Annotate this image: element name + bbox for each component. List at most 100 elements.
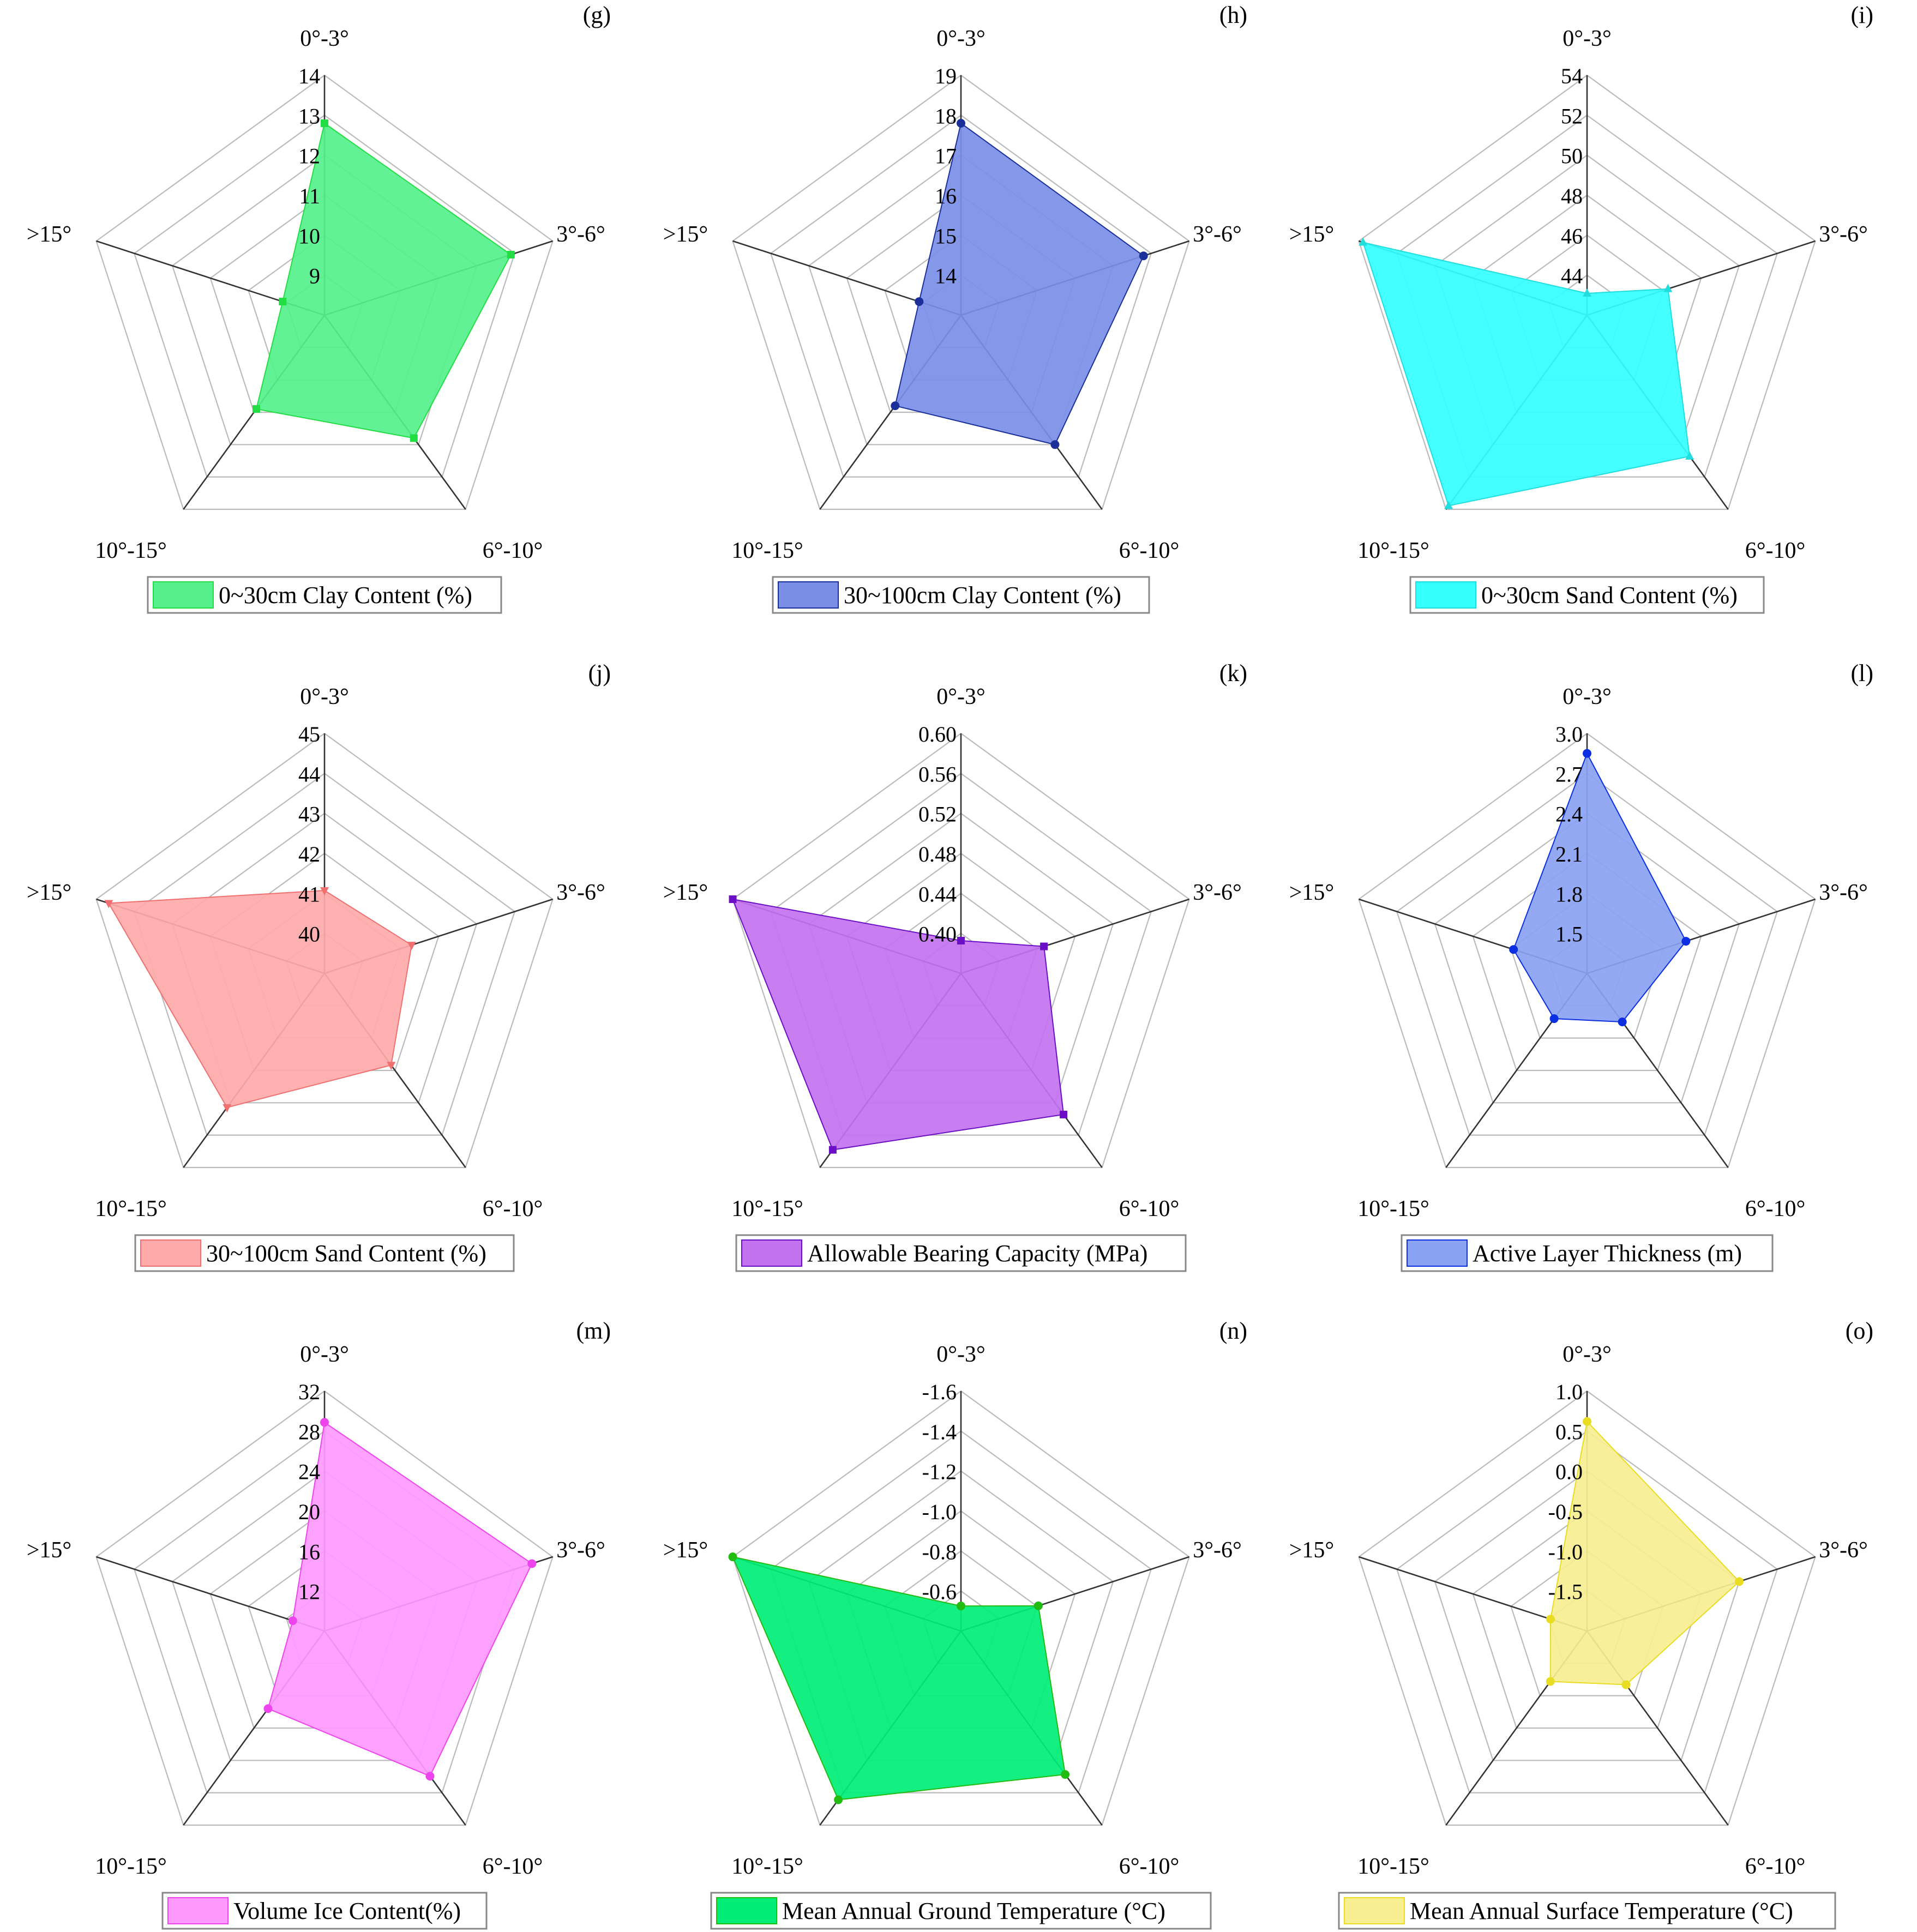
category-label: 6°-10°	[1745, 1854, 1806, 1879]
radial-tick-label: -1.0	[1548, 1539, 1583, 1564]
radar-panel-3: 4446485052540°-3°3°-6°6°-10°10°-15°>15°(…	[1289, 2, 1873, 613]
legend-swatch	[1407, 1240, 1467, 1266]
data-area	[733, 1557, 1066, 1800]
legend-swatch	[168, 1898, 228, 1924]
radial-tick-label: -0.5	[1548, 1500, 1583, 1524]
radial-tick-label: 14	[935, 264, 957, 288]
data-point	[1034, 1602, 1043, 1610]
data-point	[1583, 749, 1591, 758]
legend-label: Active Layer Thickness (m)	[1473, 1240, 1742, 1267]
radial-tick-label: -1.2	[922, 1460, 957, 1484]
legend-label: 30~100cm Clay Content (%)	[844, 582, 1121, 609]
panel-label: (o)	[1846, 1317, 1873, 1344]
radial-tick-label: 52	[1561, 104, 1583, 128]
category-label: 0°-3°	[1563, 684, 1612, 709]
category-label: 10°-15°	[95, 538, 167, 563]
radial-tick-label: 1.8	[1555, 882, 1583, 906]
data-point	[1583, 1417, 1591, 1426]
radial-tick-label: 3.0	[1555, 722, 1583, 747]
category-label: 10°-15°	[1357, 1854, 1429, 1879]
radial-tick-label: 1.5	[1555, 922, 1583, 947]
legend: 0~30cm Sand Content (%)	[1410, 577, 1764, 613]
data-area	[1513, 754, 1686, 1022]
radial-tick-label: 54	[1561, 64, 1583, 88]
legend-swatch	[153, 582, 213, 608]
radial-tick-label: 12	[298, 144, 320, 168]
category-label: >15°	[1289, 222, 1334, 247]
category-label: 0°-3°	[300, 26, 349, 51]
radial-tick-label: 44	[1561, 264, 1583, 288]
category-label: 0°-3°	[300, 684, 349, 709]
data-point	[321, 119, 328, 127]
data-point	[1622, 1680, 1631, 1689]
data-point	[1618, 1018, 1627, 1026]
data-point	[1546, 1677, 1555, 1686]
data-point	[253, 405, 260, 413]
data-point	[320, 1418, 329, 1427]
category-label: >15°	[1289, 1538, 1334, 1563]
radial-tick-label: 9	[309, 264, 320, 288]
data-area	[256, 123, 511, 438]
radial-tick-label: 17	[935, 144, 957, 168]
radar-panel-1: 9 10 11 12 13 14 0°-3° 3°-6° 6°-10° 10°-15° >15° (g…	[27, 2, 611, 613]
radial-tick-label: 44	[298, 762, 320, 786]
panel-label: (j)	[588, 660, 611, 687]
data-point	[264, 1704, 273, 1713]
legend: 30~100cm Sand Content (%)	[135, 1235, 514, 1271]
radial-tick-label: 1.0	[1555, 1380, 1583, 1404]
category-label: >15°	[27, 1538, 71, 1563]
category-label: >15°	[27, 222, 71, 247]
data-area	[1363, 243, 1690, 506]
radial-tick-label: 42	[298, 842, 320, 866]
radial-tick-label: 2.4	[1555, 802, 1583, 827]
radial-tick-label: -0.8	[922, 1539, 957, 1564]
panel-label: (i)	[1850, 2, 1873, 28]
radar-panel-2: 1415161718190°-3°3°-6°6°-10°10°-15°>15°(…	[663, 2, 1247, 613]
data-point	[279, 298, 286, 305]
data-point	[1050, 440, 1059, 449]
legend: Volume Ice Content(%)	[163, 1893, 486, 1929]
category-label: 0°-3°	[1563, 26, 1612, 51]
radar-panel-7: 1216202428320°-3°3°-6°6°-10°10°-15°>15°(…	[27, 1317, 611, 1929]
category-label: 3°-6°	[1193, 222, 1242, 247]
radial-tick-label: 41	[298, 882, 320, 906]
data-area	[733, 899, 1064, 1150]
radar-panel-8: -0.6 -0.8 -1.0 -1.2 -1.4 -1.6 0°-3° 3°-6° 6°-10°…	[663, 1317, 1247, 1929]
category-label: 10°-15°	[1357, 538, 1429, 563]
data-point	[1061, 1770, 1069, 1779]
legend-swatch	[1416, 582, 1476, 608]
legend-swatch	[717, 1898, 777, 1924]
category-label: 6°-10°	[1119, 538, 1180, 563]
radial-tick-label: 13	[298, 104, 320, 128]
radial-tick-label: 10	[298, 224, 320, 248]
category-label: 3°-6°	[1819, 1538, 1868, 1563]
radial-tick-label: 12	[298, 1580, 320, 1604]
radial-tick-label: 0.56	[918, 762, 957, 786]
radial-tick-label: 45	[298, 722, 320, 747]
radial-tick-label: -1.4	[922, 1419, 957, 1444]
category-label: 0°-3°	[300, 1342, 349, 1367]
category-label: 3°-6°	[1193, 880, 1242, 905]
category-label: 6°-10°	[1745, 538, 1806, 563]
category-label: 10°-15°	[1357, 1196, 1429, 1221]
panel-label: (g)	[583, 2, 611, 28]
category-label: >15°	[663, 222, 708, 247]
legend-label: Volume Ice Content(%)	[233, 1898, 461, 1924]
data-point	[957, 1602, 965, 1610]
data-point	[1546, 1615, 1555, 1623]
category-label: 0°-3°	[1563, 1342, 1612, 1367]
legend-label: Allowable Bearing Capacity (MPa)	[807, 1240, 1147, 1267]
data-point	[425, 1772, 434, 1780]
category-label: 3°-6°	[1819, 222, 1868, 247]
radial-tick-label: 15	[935, 224, 957, 248]
category-label: 3°-6°	[556, 1538, 605, 1563]
category-label: 0°-3°	[936, 26, 985, 51]
legend: Active Layer Thickness (m)	[1402, 1235, 1772, 1271]
radial-tick-label: -1.5	[1548, 1580, 1583, 1604]
data-point	[1139, 251, 1148, 260]
legend-label: 0~30cm Sand Content (%)	[1481, 582, 1738, 609]
category-label: 3°-6°	[556, 880, 605, 905]
legend: Allowable Bearing Capacity (MPa)	[736, 1235, 1186, 1271]
category-label: 6°-10°	[483, 1854, 543, 1879]
